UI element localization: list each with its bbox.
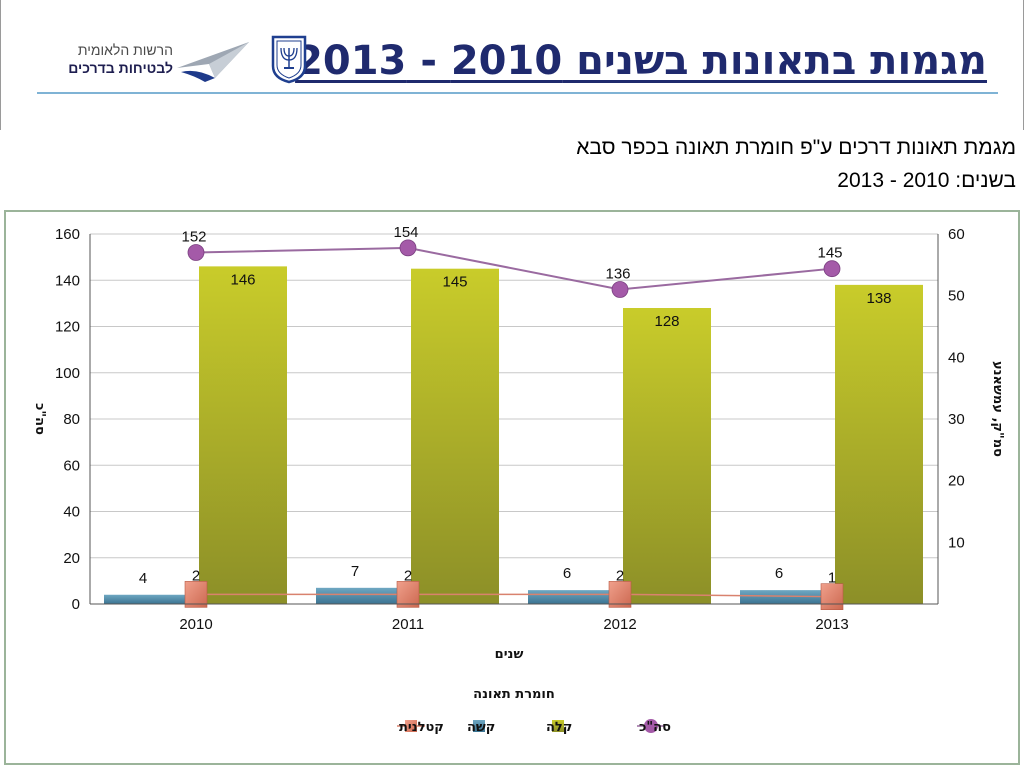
legend-label: סה"כ: [639, 720, 671, 735]
y-tick-label: 100: [55, 365, 80, 382]
severe-bar: [104, 594, 194, 604]
total-value-label: 136: [605, 266, 630, 283]
paper-plane-checkmark-icon: [177, 42, 249, 82]
chart-container: 146 4 145 7 128 6 138 6 2 2 2 1 152 154 136 145 0 20 40 60…: [4, 210, 1020, 765]
fatal-line: [196, 593, 833, 598]
combo-chart: 146 4 145 7 128 6 138 6 2 2 2 1 152 154 136 145 0 20 40 60…: [32, 224, 1005, 735]
legend-swatch-light: [552, 720, 564, 732]
light-value-label: 145: [442, 274, 467, 291]
agency-name-line1: הרשות הלאומית: [77, 42, 173, 58]
light-bar: [835, 284, 923, 604]
y-tick-label: 80: [63, 411, 80, 428]
total-value-label: 154: [393, 224, 418, 241]
light-bar: [411, 268, 499, 604]
agency-logo: הרשות הלאומית לבטיחות בדרכים: [37, 36, 253, 86]
legend-title: חומרת תאונה: [473, 687, 555, 702]
legend-label: קטלנית: [399, 720, 444, 735]
legend-label: קלה: [546, 720, 572, 735]
y-tick-label: 160: [55, 226, 80, 243]
light-value-label: 146: [230, 271, 255, 288]
header-divider: [37, 92, 998, 94]
severe-value-label: 6: [775, 565, 783, 582]
total-marker: [611, 281, 629, 298]
y2-tick-label: 50: [948, 288, 965, 305]
severe-value-label: 6: [563, 565, 571, 582]
y2-tick-label: 20: [948, 473, 965, 490]
chart-title: מגמת תאונות דרכים ע"פ חומרת תאונה בכפר ס…: [576, 136, 1016, 159]
y2-tick-label: 10: [948, 534, 965, 551]
legend-marker-fatal: [405, 720, 417, 732]
slide-title: מגמות בתאונות בשנים 2010 - 2013: [295, 38, 987, 84]
x-axis-title: שנים: [495, 647, 524, 662]
severe-bar: [740, 590, 830, 604]
menorah-emblem-icon: [271, 35, 307, 84]
fatal-marker: [184, 581, 208, 608]
severe-value-label: 7: [351, 563, 359, 580]
total-line: [195, 246, 833, 291]
legend-label: קשה: [467, 720, 495, 735]
agency-name-line2: לבטיחות בדרכים: [68, 60, 173, 76]
light-bar: [199, 266, 287, 604]
total-marker: [823, 260, 841, 278]
y2-tick-label: 40: [948, 349, 965, 366]
x-tick-label: 2010: [179, 616, 212, 633]
total-marker: [187, 244, 205, 261]
severe-bar: [528, 590, 618, 604]
y-tick-label: 120: [55, 319, 80, 336]
light-value-label: 128: [654, 313, 679, 330]
y-axis-title: סה"כ: [32, 403, 47, 435]
fatal-value-label: 2: [404, 567, 412, 584]
fatal-marker: [820, 583, 844, 610]
chart-subtitle: בשנים: 2010 - 2013: [837, 169, 1016, 192]
total-marker: [399, 239, 417, 257]
y-tick-label: 40: [63, 504, 80, 521]
y-tick-label: 20: [63, 550, 80, 567]
y2-tick-label: 30: [948, 411, 965, 428]
x-tick-label: 2011: [392, 616, 424, 633]
fatal-marker: [396, 581, 420, 608]
x-tick-label: 2012: [603, 616, 636, 633]
y-tick-label: 60: [63, 457, 80, 474]
fatal-value-label: 1: [828, 570, 836, 587]
fatal-marker: [608, 581, 632, 608]
light-value-label: 138: [866, 290, 891, 307]
y-tick-label: 0: [72, 596, 80, 613]
severe-bar: [316, 587, 406, 604]
total-value-label: 152: [181, 229, 206, 246]
legend-swatch-severe: [473, 720, 485, 732]
slide-header: מגמות בתאונות בשנים 2010 - 2013 הרשות הל…: [0, 0, 1024, 130]
y2-tick-label: 60: [948, 226, 965, 243]
legend-marker-total: [644, 719, 658, 733]
y2-axis-title: סמ"ק, עמשאנע: [990, 361, 1005, 457]
fatal-value-label: 2: [616, 567, 624, 584]
y-tick-label: 140: [55, 272, 80, 289]
fatal-value-label: 2: [192, 567, 200, 584]
x-tick-label: 2013: [815, 616, 848, 633]
severe-value-label: 4: [139, 570, 147, 587]
total-value-label: 145: [817, 245, 842, 262]
light-bar: [623, 308, 711, 604]
